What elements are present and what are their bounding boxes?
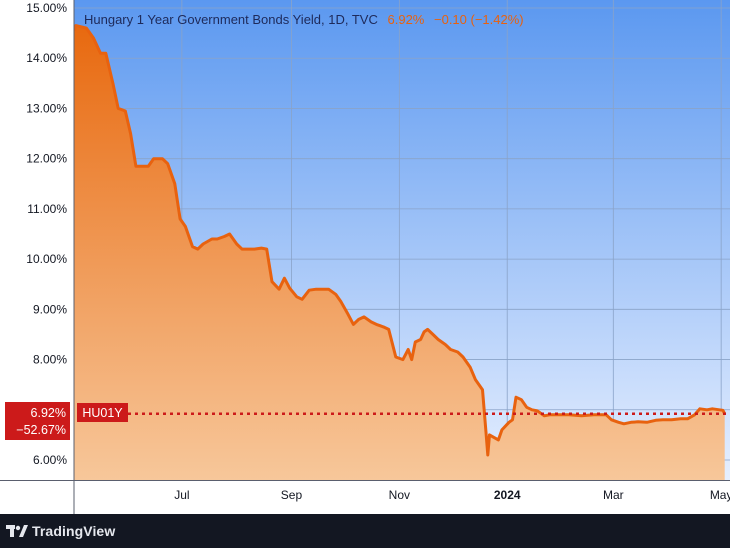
x-tick-label: Mar: [603, 488, 624, 502]
tradingview-logo-icon: [6, 525, 28, 537]
x-axis-ticks: Jul Sep Nov 2024 Mar May: [174, 488, 730, 502]
y-tick-label: 11.00%: [27, 202, 67, 216]
price-tag-change: −52.67%: [16, 423, 66, 437]
symbol-label: HU01Y: [82, 406, 123, 420]
x-tick-label: Jul: [174, 488, 189, 502]
y-tick-label: 8.00%: [33, 353, 67, 367]
y-tick-label: 10.00%: [26, 252, 67, 266]
y-tick-label: 14.00%: [26, 51, 67, 65]
y-tick-label: 12.00%: [26, 152, 67, 166]
x-tick-label: 2024: [494, 488, 521, 502]
chart-header: Hungary 1 Year Government Bonds Yield, 1…: [84, 12, 524, 27]
chart-title: Hungary 1 Year Government Bonds Yield, 1…: [84, 12, 378, 27]
y-tick-label: 13.00%: [26, 101, 67, 115]
x-tick-label: Nov: [389, 488, 410, 502]
header-change: −0.10 (−1.42%): [434, 12, 524, 27]
footer-brand: TradingView: [32, 523, 116, 539]
price-tag: 6.92% −52.67% HU01Y: [5, 402, 128, 440]
x-axis-background: [74, 480, 730, 514]
price-tag-value: 6.92%: [31, 406, 66, 420]
series-area: [74, 25, 725, 480]
x-tick-label: May: [710, 488, 730, 502]
symbol-label-box: [77, 403, 128, 422]
y-tick-label: 15.00%: [26, 1, 67, 15]
series-line: [74, 24, 727, 457]
header-last-value: 6.92%: [388, 12, 425, 27]
y-tick-label: 9.00%: [33, 302, 67, 316]
x-tick-label: Sep: [281, 488, 303, 502]
footer-bar: TradingView: [0, 514, 730, 548]
price-tag-box: [5, 402, 70, 440]
series-area-path: [74, 25, 725, 480]
y-tick-label: 6.00%: [33, 453, 67, 467]
series-line-path: [74, 24, 727, 457]
y-axis-ticks: 15.00% 14.00% 13.00% 12.00% 11.00% 10.00% 9.00…: [26, 1, 67, 467]
